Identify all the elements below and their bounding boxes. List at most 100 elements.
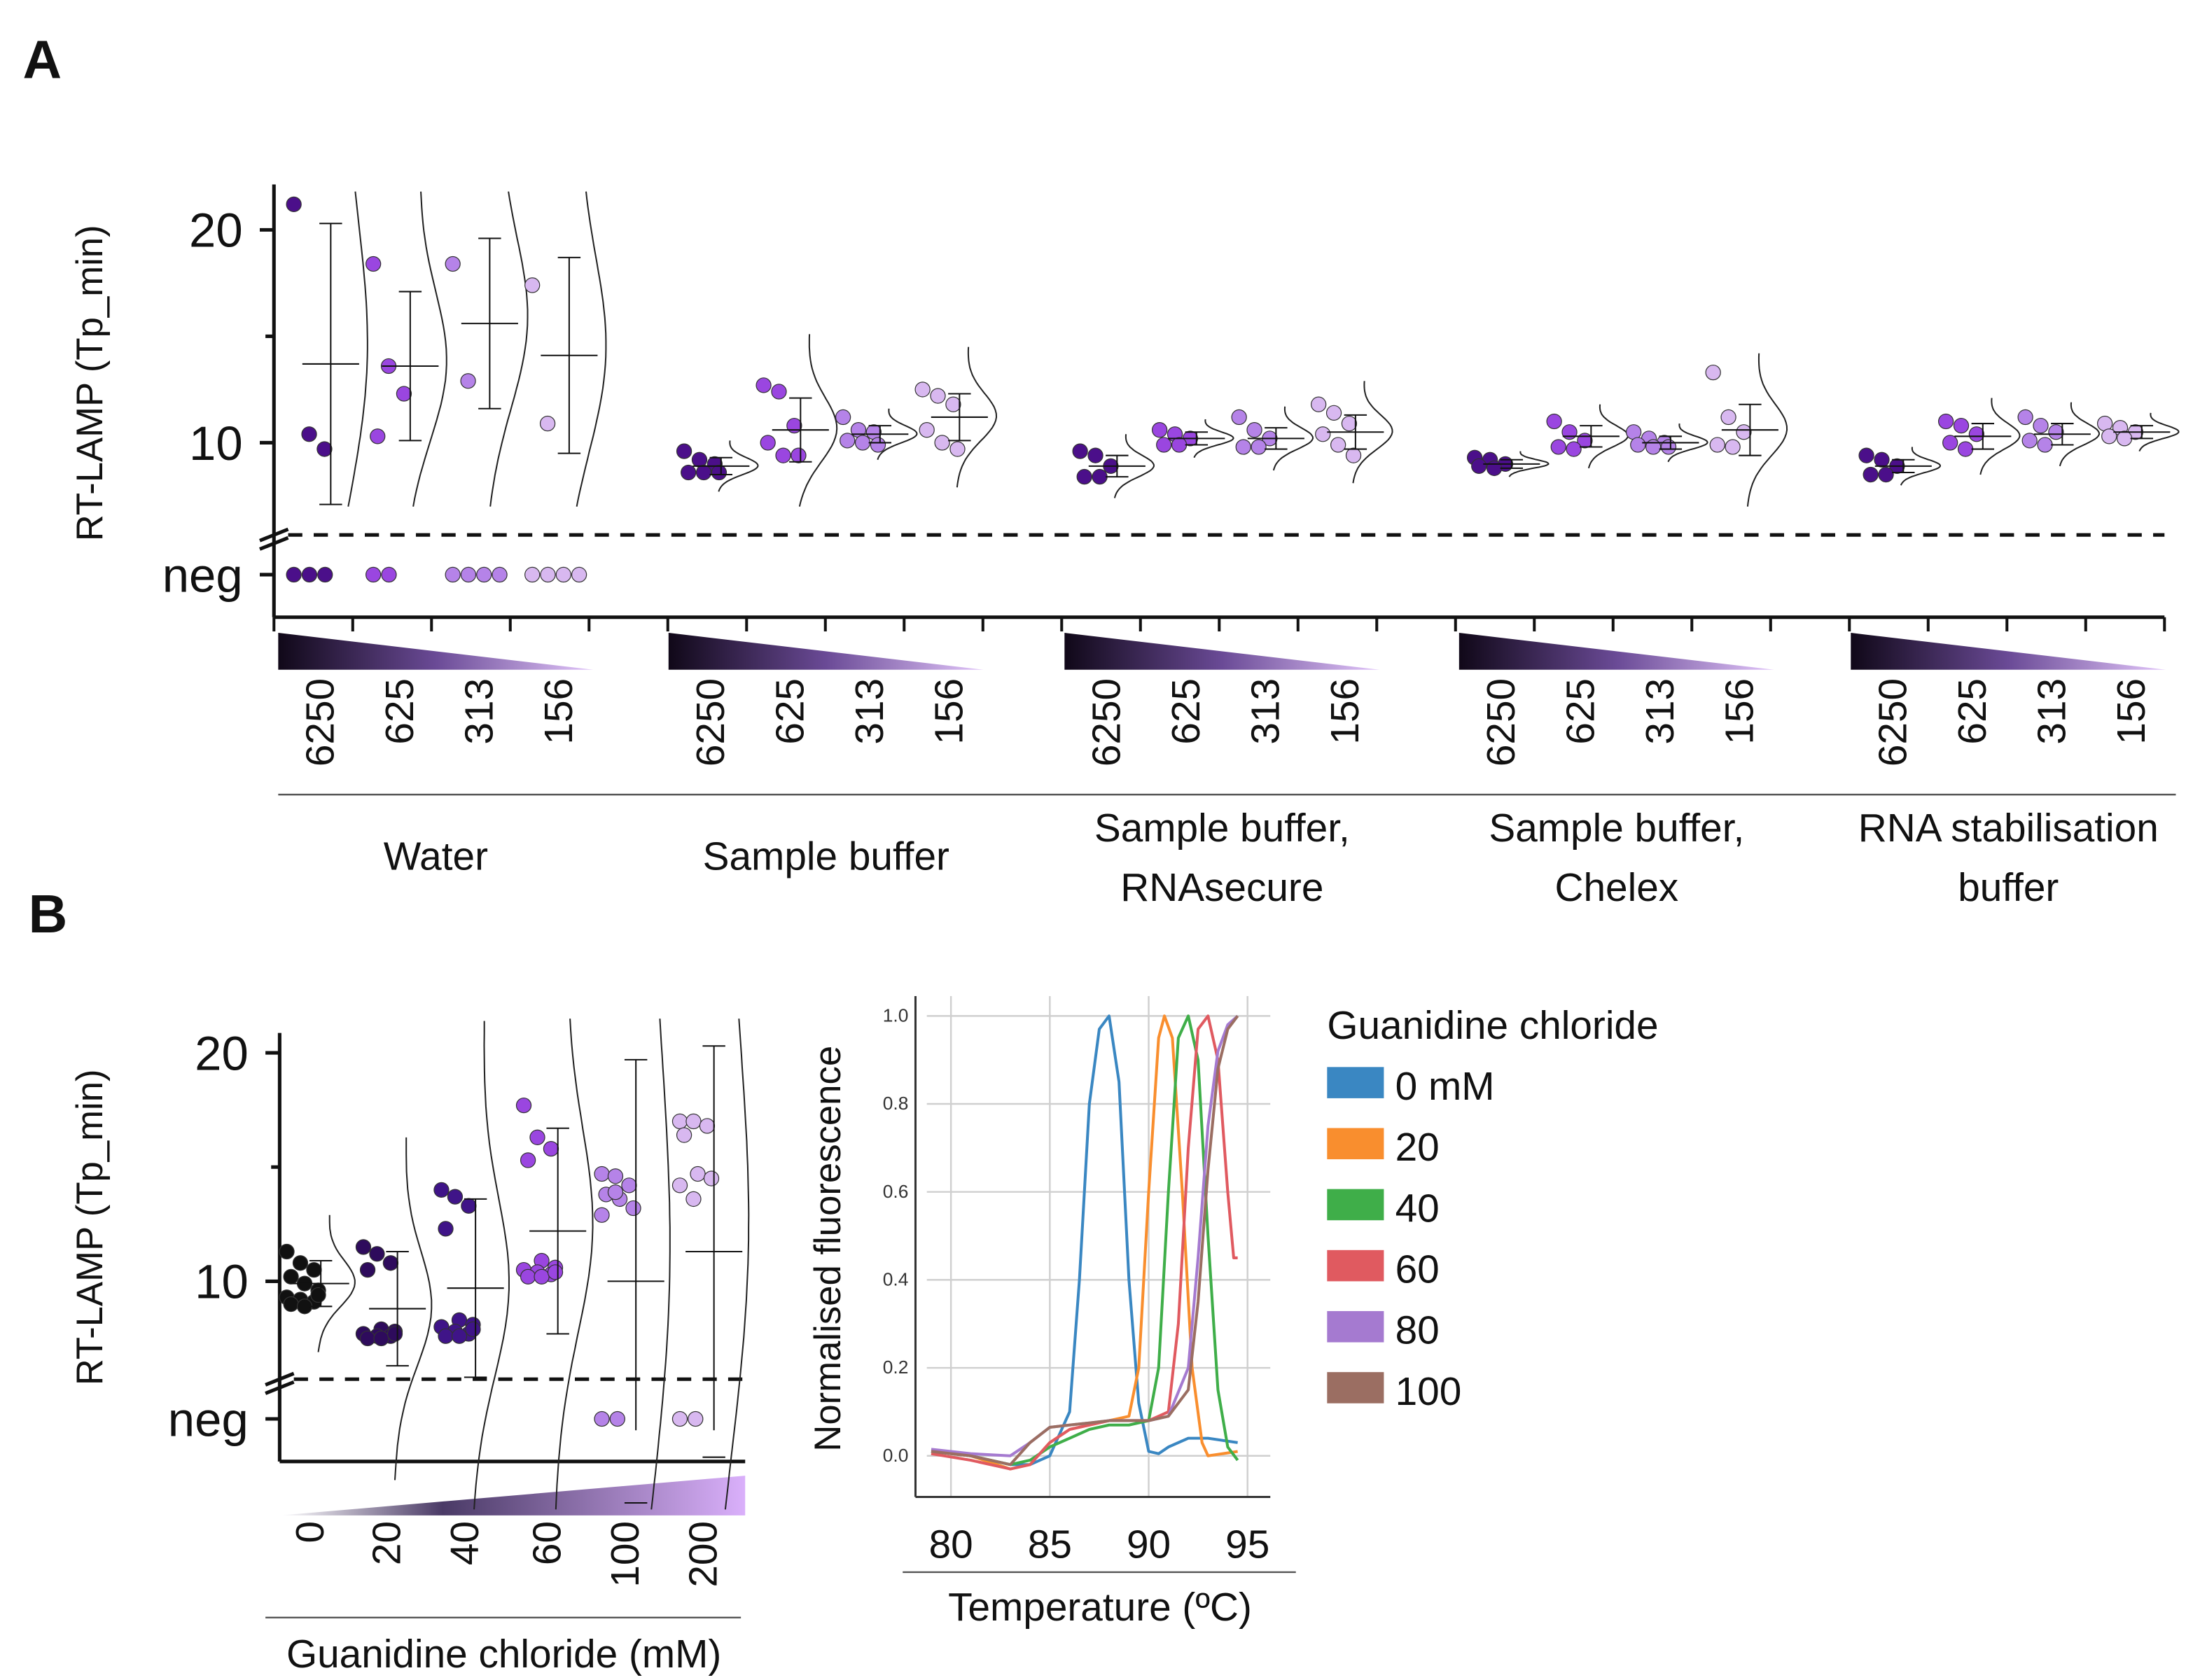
data-point: [461, 1198, 477, 1214]
panel-label-a: A: [22, 29, 62, 90]
legend-swatch: [1327, 1067, 1384, 1098]
data-point: [1566, 441, 1582, 457]
data-point: [840, 433, 856, 449]
data-point: [930, 388, 946, 404]
data-point: [1725, 439, 1741, 455]
data-point: [1937, 413, 1954, 430]
legend-label: 60: [1395, 1247, 1440, 1292]
data-point: [1720, 409, 1736, 426]
data-point: [1341, 415, 1358, 432]
data-point: [621, 1177, 637, 1194]
dilution-label: 6250: [298, 678, 342, 766]
data-point: [438, 1221, 454, 1237]
data-point: [671, 1113, 688, 1130]
panel-b-chart: 20 10 neg RT-LAMP (Tp_min) 0 20 40 60 100 200 Guan…: [69, 1018, 750, 1676]
data-point: [524, 277, 541, 293]
data-point: [756, 377, 772, 393]
panel-label-b: B: [29, 884, 68, 944]
data-point: [1630, 437, 1646, 453]
legend-label: 0 mM: [1395, 1065, 1495, 1109]
data-point: [945, 396, 961, 412]
data-point: [310, 1287, 326, 1303]
dilution-label: 625: [768, 678, 812, 745]
data-point: [283, 1268, 299, 1285]
group-label: buffer: [1958, 866, 2059, 910]
y-axis-label: RT-LAMP (Tp_min): [69, 225, 111, 541]
dilution-label: 156: [1718, 678, 1762, 745]
data-point: [1546, 413, 1562, 430]
y-tick-label: 10: [189, 416, 243, 470]
group-1: 6250 625 313 156 Sample buffer: [668, 334, 998, 879]
data-point: [451, 1328, 468, 1344]
legend-label: 80: [1395, 1309, 1440, 1353]
negative-data-point: [365, 566, 382, 583]
data-point: [1858, 447, 1874, 463]
data-point: [703, 1170, 720, 1186]
data-point: [1345, 447, 1362, 463]
data-point: [396, 386, 412, 402]
distribution-curve: [1113, 434, 1155, 498]
y-tick-label: 0.2: [883, 1357, 909, 1378]
distribution-curve: [1746, 353, 1788, 507]
dilution-label: 313: [848, 678, 892, 745]
data-point: [447, 1189, 464, 1205]
x-tick-label: 90: [1127, 1523, 1171, 1567]
concentration-label: 0: [288, 1521, 333, 1544]
y-tick-label: 10: [195, 1255, 249, 1309]
series-line-0: [931, 1014, 1238, 1466]
y-tick-label: neg: [162, 548, 243, 602]
y-tick-label: 20: [189, 204, 243, 258]
dilution-label: 313: [1638, 678, 1683, 745]
distribution-curve: [412, 191, 447, 507]
distribution-curve: [877, 408, 918, 461]
y-tick-label: 0.8: [883, 1093, 909, 1114]
data-point: [835, 409, 851, 426]
data-point: [760, 435, 776, 451]
negative-data-point: [571, 566, 587, 583]
negative-data-point: [301, 566, 318, 583]
data-point: [870, 437, 886, 453]
data-point: [316, 441, 333, 457]
data-point: [1486, 460, 1503, 477]
x-tick-label: 95: [1225, 1523, 1269, 1567]
distribution-curve: [1272, 406, 1314, 471]
data-point: [607, 1184, 624, 1200]
data-point: [1968, 426, 1985, 442]
data-point: [919, 422, 935, 438]
data-point: [786, 417, 802, 434]
dilution-label: 625: [1164, 678, 1209, 745]
data-point: [1151, 422, 1168, 438]
legend-title: Guanidine chloride: [1327, 1004, 1658, 1048]
data-point: [791, 447, 807, 463]
data-point: [433, 1182, 450, 1198]
group-4: 6250 625 313 156 RNA stabilisation buffer: [1851, 398, 2180, 910]
data-point: [1471, 458, 1487, 475]
dilution-gradient-triangle: [668, 633, 984, 670]
legend-swatch: [1327, 1128, 1384, 1160]
negative-data-point: [609, 1410, 625, 1427]
group-0: 6250 625 313 156 Water: [278, 191, 607, 879]
group-label: Sample buffer,: [1489, 806, 1744, 850]
data-point: [529, 1129, 545, 1145]
negative-data-point: [381, 566, 397, 583]
data-point: [460, 373, 476, 389]
data-point: [914, 382, 931, 398]
dilution-label: 625: [1559, 678, 1603, 745]
negative-data-point: [492, 566, 508, 583]
data-point: [671, 1177, 688, 1194]
series-line-5: [931, 1015, 1239, 1466]
data-point: [1942, 435, 1958, 451]
series-line-2: [931, 1014, 1239, 1466]
legend-swatch: [1327, 1189, 1384, 1221]
data-point: [382, 1255, 399, 1271]
data-point: [292, 1255, 309, 1271]
negative-data-point: [317, 566, 333, 583]
negative-data-point: [286, 566, 302, 583]
data-point: [465, 1321, 481, 1338]
data-point: [1235, 439, 1251, 455]
group-label: Chelex: [1555, 866, 1679, 910]
data-point: [283, 1296, 299, 1312]
distribution-curve: [1900, 447, 1942, 486]
data-point: [1325, 405, 1342, 421]
data-point: [695, 464, 712, 481]
